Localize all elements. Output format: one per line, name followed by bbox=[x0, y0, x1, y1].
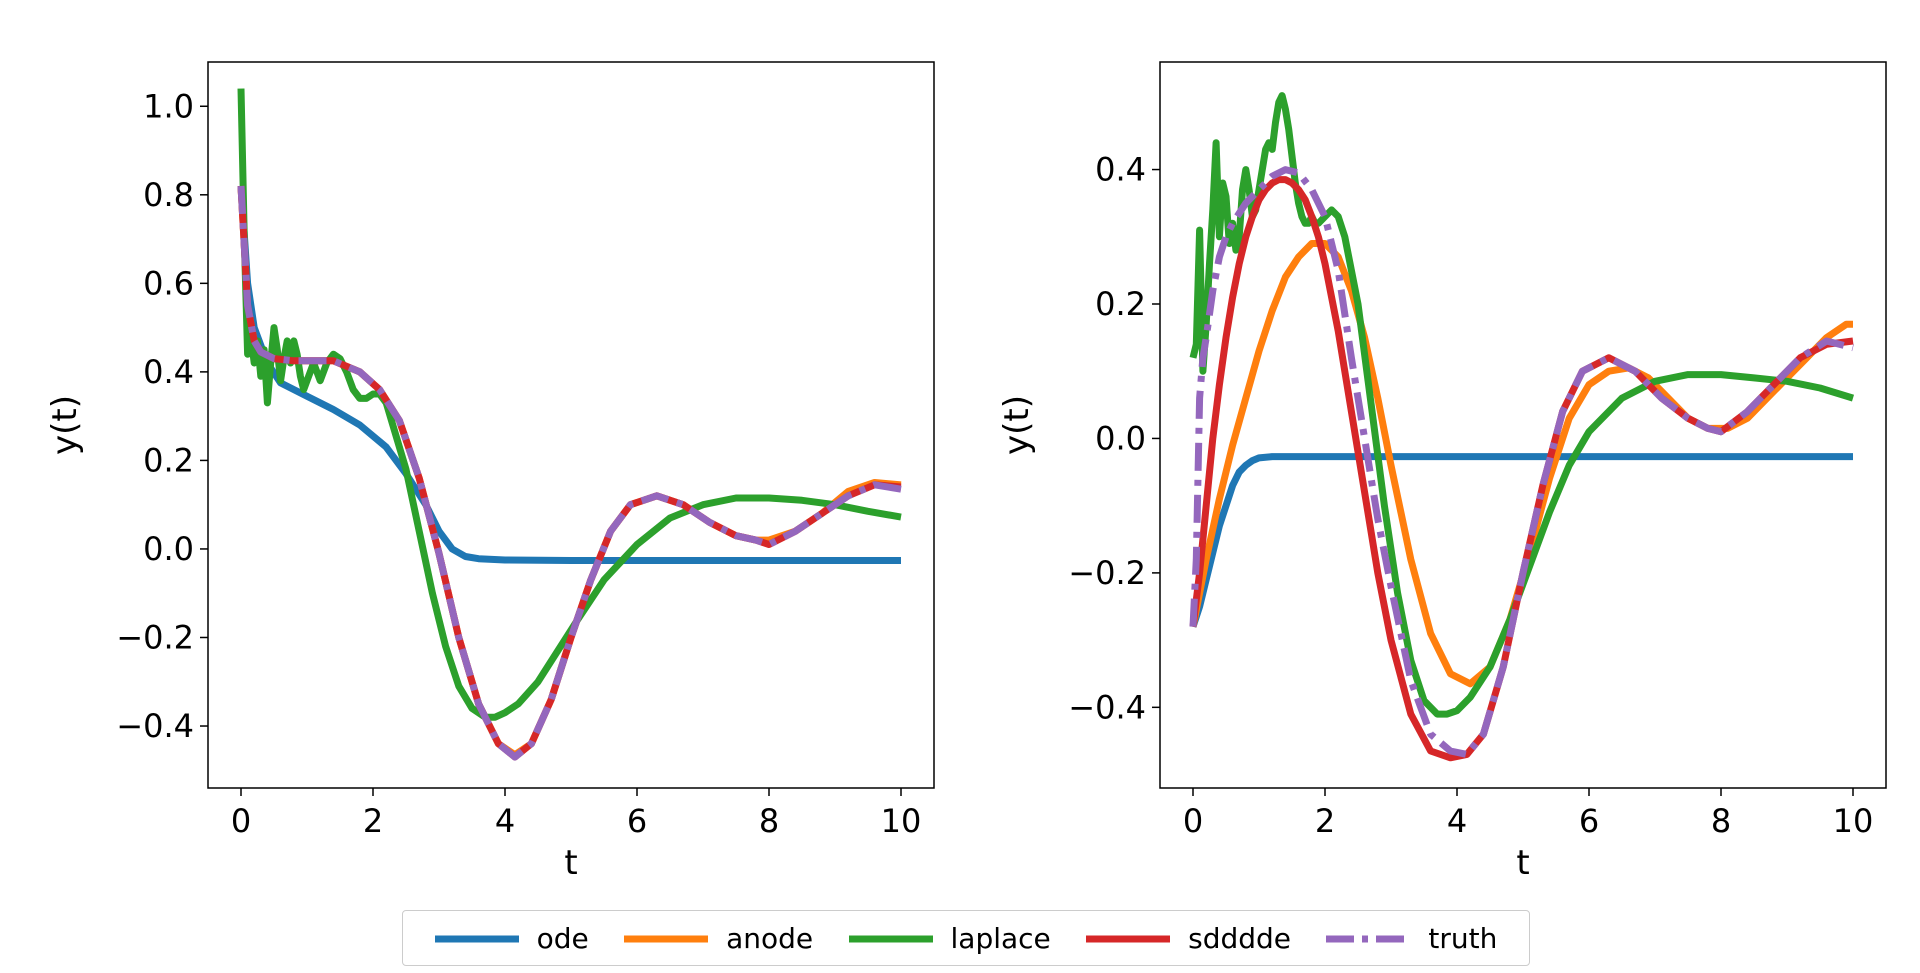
x-tick-label: 0 bbox=[1183, 802, 1203, 840]
x-tick-label: 4 bbox=[495, 802, 515, 840]
legend-entry-ode: ode bbox=[434, 921, 589, 955]
axes-frame bbox=[1159, 61, 1887, 789]
y-tick-label: 0.4 bbox=[1095, 151, 1146, 189]
legend-entry-laplace: laplace bbox=[848, 921, 1051, 955]
legend-label-laplace: laplace bbox=[950, 921, 1051, 955]
x-tick-label: 6 bbox=[627, 802, 647, 840]
y-tick-label: 0.0 bbox=[143, 530, 194, 568]
series-line-ode bbox=[1189, 453, 1853, 628]
y-tick-label: 0.2 bbox=[143, 441, 194, 479]
legend-swatch-laplace bbox=[848, 931, 933, 945]
series-line-truth bbox=[237, 185, 902, 761]
legend-label-truth: truth bbox=[1428, 921, 1498, 955]
y-tick-label: 0.8 bbox=[143, 176, 194, 214]
x-tick-label: 2 bbox=[1315, 802, 1335, 840]
series-line-anode bbox=[237, 185, 902, 759]
y-tick-label: −0.4 bbox=[1068, 688, 1146, 726]
subplot-2: 0 2 4 6 8 10 −0.4 −0.2 0.0 0.2 0.4 t y(t) bbox=[997, 61, 1887, 883]
y-tick-label: 0.6 bbox=[143, 264, 194, 302]
y-tick-label: −0.4 bbox=[116, 707, 194, 745]
y-tick-label: 0.4 bbox=[143, 353, 194, 391]
x-tick-label: 10 bbox=[881, 802, 922, 840]
series-line-truth bbox=[1189, 166, 1854, 758]
x-tick-label: 2 bbox=[363, 802, 383, 840]
y-tick-label: −0.2 bbox=[1068, 554, 1146, 592]
legend-entry-truth: truth bbox=[1326, 922, 1497, 955]
series-line-anode bbox=[1189, 240, 1853, 688]
y-tick-label: 0.0 bbox=[1095, 419, 1146, 457]
x-axis-label: t bbox=[564, 843, 577, 883]
y-axis-label: y(t) bbox=[45, 395, 85, 455]
y-tick-label: 1.0 bbox=[143, 87, 194, 125]
subplot-1: 0 2 4 6 8 10 −0.4 −0.2 0.0 0.2 0.4 0.6 0.8 1.0 t y(t) bbox=[45, 61, 935, 883]
y-tick-label: 0.2 bbox=[1095, 285, 1146, 323]
series-line-ode bbox=[237, 185, 901, 564]
y-axis-label: y(t) bbox=[997, 395, 1037, 455]
x-tick-label: 0 bbox=[231, 802, 251, 840]
legend-swatch-anode bbox=[624, 931, 709, 945]
x-tick-label: 4 bbox=[1447, 802, 1467, 840]
x-tick-label: 8 bbox=[759, 802, 779, 840]
x-tick-label: 10 bbox=[1833, 802, 1874, 840]
plot-area-1 bbox=[237, 88, 902, 761]
legend-label-ode: ode bbox=[536, 921, 589, 955]
legend-label-anode: anode bbox=[726, 921, 814, 955]
series-line-sdddde bbox=[237, 185, 902, 761]
legend-swatch-ode bbox=[434, 931, 519, 945]
x-tick-label: 6 bbox=[1579, 802, 1599, 840]
legend-label-sdddde: sdddde bbox=[1188, 921, 1292, 955]
legend-entry-anode: anode bbox=[624, 922, 813, 955]
legend-swatch-sdddde bbox=[1086, 931, 1171, 945]
legend-swatch-truth bbox=[1326, 931, 1411, 945]
legend: ode anode laplace sdddde truth bbox=[402, 910, 1530, 966]
legend-entry-sdddde: sdddde bbox=[1086, 922, 1291, 955]
x-tick-label: 8 bbox=[1711, 802, 1731, 840]
plot-area-2 bbox=[1189, 92, 1855, 762]
series-line-laplace bbox=[1189, 92, 1855, 718]
series-line-laplace bbox=[237, 88, 902, 721]
y-tick-label: −0.2 bbox=[116, 618, 194, 656]
x-axis-label: t bbox=[1516, 843, 1529, 883]
axes-frame bbox=[207, 61, 935, 789]
